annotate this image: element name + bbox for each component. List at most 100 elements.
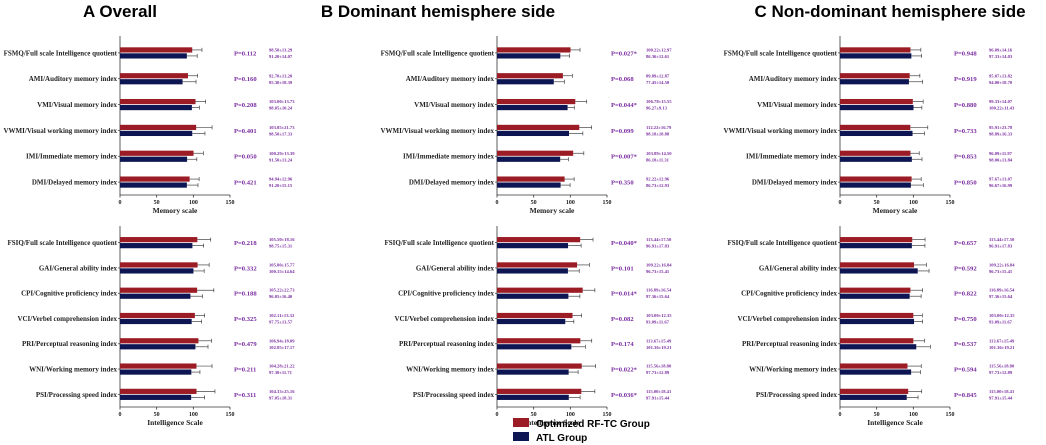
p-value: P=0.101 [611, 265, 634, 272]
category-label: CPI/Cognitive proficiency index [398, 290, 494, 298]
bar-rf [840, 176, 912, 182]
stat-rf: 116.89±16.54 [989, 288, 1015, 293]
stat-rf: 103.00±12.35 [646, 313, 672, 318]
x-axis-label: Memory scale [153, 206, 198, 215]
bar-atl [120, 243, 193, 249]
x-tick-label: 100 [189, 412, 198, 418]
panel-title: B Dominant hemisphere side [321, 2, 555, 21]
bar-atl [497, 182, 561, 188]
category-label: IMI/Immediate memory index [26, 153, 117, 161]
row: AMI/Auditory memory index P=0.160 92.70±13… [29, 73, 293, 85]
x-tick-label: 50 [874, 412, 880, 418]
row: PSI/Processing speed index P=0.845 115.00±… [756, 388, 1015, 400]
x-tick-label: 150 [226, 200, 235, 206]
bar-rf [120, 388, 197, 394]
bar-rf [840, 98, 913, 105]
stat-rf: 100.29±13.39 [269, 151, 295, 156]
bar-atl [497, 369, 569, 375]
stat-rf: 115.56±18.80 [989, 364, 1015, 369]
x-tick-label: 100 [909, 412, 918, 418]
bar-atl [840, 268, 918, 274]
p-value: P=0.657 [954, 240, 977, 247]
category-label: AMI/Auditory memory index [749, 75, 838, 83]
p-value: P=0.050 [234, 154, 257, 161]
row: AMI/Auditory memory index P=0.919 95.07±13… [749, 73, 1013, 85]
row: VCI/Verbel comprehension index P=0.082 103… [394, 312, 672, 325]
bar-rf [120, 124, 197, 131]
row: FSMQ/Full scale Intelligence quotient P=0… [381, 47, 672, 59]
subplot-intelligence: 0 50 100 150 Intelligence Scale FSIQ/Full sca… [385, 226, 672, 427]
p-value: P=0.325 [234, 316, 257, 323]
bar-rf [840, 73, 910, 79]
bar-atl [840, 318, 915, 325]
bar-atl [497, 156, 561, 162]
bar-atl [840, 130, 913, 137]
stat-rf: 92.70±13.20 [269, 73, 293, 78]
stat-rf: 105.50±18.16 [269, 237, 295, 242]
x-axis-label: Intelligence Scale [147, 418, 203, 427]
subplot-memory: 0 50 100 150 Memory scale FSMQ/Full scale Int… [724, 36, 1015, 215]
category-label: IMI/Immediate memory index [403, 153, 494, 161]
bar-atl [840, 293, 910, 299]
category-label: FSMQ/Full scale Intelligence quotient [4, 49, 118, 57]
stat-atl: 97.05±18.31 [269, 395, 293, 400]
x-axis-label: Intelligence Scale [524, 418, 580, 427]
p-value: P=0.845 [954, 392, 977, 399]
bar-atl [497, 53, 561, 59]
bar-rf [120, 237, 198, 243]
stat-atl: 98.00±13.84 [989, 157, 1013, 162]
row: WNI/Working memory index P=0.211 104.28±21… [29, 363, 295, 375]
stat-rf: 96.09±11.97 [989, 151, 1013, 156]
row: CPI/Cognitive proficiency index P=0.188 10… [21, 287, 295, 299]
row: GAI/General ability index P=0.592 109.22±1… [759, 262, 1015, 274]
stat-atl: 97.73±12.89 [646, 370, 670, 375]
stat-atl: 86.36±12.61 [646, 54, 670, 59]
stat-rf: 109.22±16.84 [989, 262, 1015, 267]
legend: Optimized RF-TC Group ATL Group [513, 418, 650, 444]
stat-rf: 115.00±18.41 [989, 389, 1015, 394]
stat-atl: 77.45±14.50 [646, 80, 670, 85]
category-label: GAI/General ability index [759, 264, 838, 272]
stat-atl: 98.75±15.31 [269, 244, 293, 249]
stat-rf: 105.80±15.77 [269, 262, 295, 267]
stat-rf: 103.00±12.35 [989, 313, 1015, 318]
bar-rf [497, 150, 574, 156]
bar-rf [840, 312, 914, 319]
x-tick-label: 100 [566, 200, 575, 206]
category-label: GAI/General ability index [39, 264, 118, 272]
legend-label-atl: ATL Group [536, 433, 587, 444]
p-value: P=0.112 [234, 50, 257, 57]
row: VMI/Visual memory index P=0.880 99.33±14.0… [757, 98, 1015, 111]
category-label: FSMQ/Full scale Intelligence quotient [724, 49, 838, 57]
p-value: P=0.350 [611, 179, 634, 186]
x-axis-label: Intelligence Scale [867, 418, 923, 427]
stat-atl: 97.91±15.44 [646, 395, 670, 400]
x-tick-label: 0 [119, 412, 122, 418]
p-value: P=0.401 [234, 128, 257, 135]
row: VCI/Verbel comprehension index P=0.750 103… [737, 312, 1015, 325]
x-tick-label: 50 [874, 200, 880, 206]
row: DMI/Delayed memory index P=0.350 92.22±12.… [409, 176, 670, 188]
bar-rf [840, 47, 911, 53]
category-label: FSIQ/Full scale Intelligence quotient [385, 239, 495, 247]
bar-atl [497, 268, 568, 274]
bar-atl [497, 394, 569, 400]
stat-rf: 109.22±16.84 [646, 262, 672, 267]
stat-atl: 100.15±14.64 [269, 269, 295, 274]
bar-rf [497, 176, 565, 182]
stat-rf: 104.28±21.22 [269, 364, 295, 369]
category-label: VMI/Visual memory index [37, 101, 117, 109]
row: FSIQ/Full scale Intelligence quotient P=0… [8, 237, 295, 249]
x-tick-label: 0 [839, 200, 842, 206]
category-label: VWMI/Visual working memory index [381, 127, 495, 135]
stat-atl: 86.18±11.31 [646, 157, 670, 162]
stat-atl: 96.91±17.83 [989, 244, 1013, 249]
stat-rf: 106.78±15.55 [646, 99, 672, 104]
bar-rf [120, 73, 188, 79]
x-tick-label: 0 [839, 412, 842, 418]
stat-atl: 94.00±18.70 [989, 80, 1013, 85]
stat-atl: 96.91±17.83 [646, 244, 670, 249]
row: VCI/Verbel comprehension index P=0.325 102… [17, 312, 295, 325]
p-value: P=0.479 [234, 341, 257, 348]
row: PRI/Perceptual reasoning index P=0.174 113… [399, 338, 672, 350]
